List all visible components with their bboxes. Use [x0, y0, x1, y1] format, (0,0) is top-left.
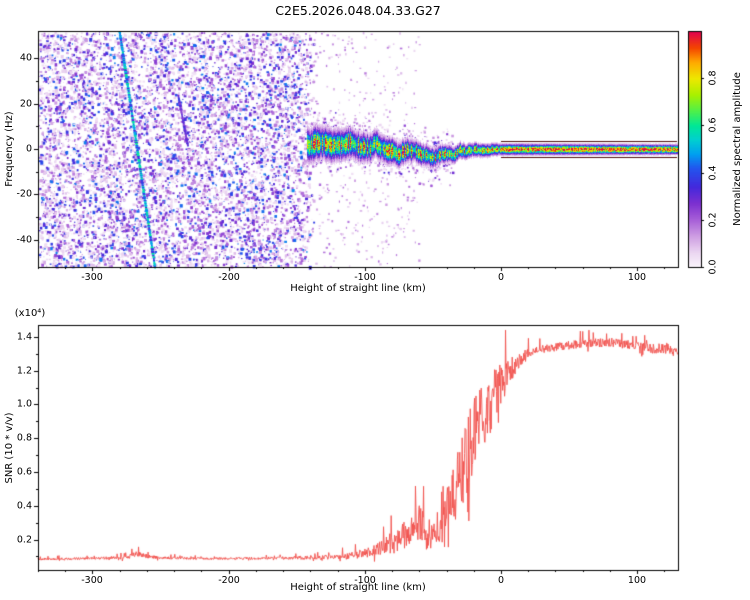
tick-label: -300 [81, 272, 103, 283]
snr-y-scale-note: (x10⁴) [14, 308, 46, 319]
tick-label: 0.6 [16, 466, 32, 478]
tick-label: -300 [81, 575, 103, 586]
tick-label: 100 [627, 272, 647, 283]
tick-label: 0.6 [707, 117, 719, 133]
tick-label: 1.4 [16, 331, 32, 343]
tick-label: -200 [218, 575, 240, 586]
tick-label: -100 [354, 575, 376, 586]
tick-label: 0.8 [16, 432, 32, 444]
tick-label: 1.0 [16, 398, 32, 410]
snr-y-axis-label: SNR (10 * v/v) [4, 411, 15, 484]
tick-label: 0 [497, 272, 505, 283]
tick-label: -40 [16, 234, 32, 246]
colorbar-label: Normalized spectral amplitude [732, 72, 743, 226]
tick-label: 20 [19, 98, 32, 110]
tick-label: 0 [497, 575, 505, 586]
tick-label: 0.0 [707, 259, 719, 275]
tick-label: 0.8 [707, 70, 719, 86]
tick-label: 0.4 [16, 500, 32, 512]
snr-x-axis-label: Height of straight line (km) [290, 582, 426, 593]
spectrogram-x-axis-label: Height of straight line (km) [290, 283, 426, 294]
tick-label: 0.2 [16, 534, 32, 546]
tick-label: 1.2 [16, 365, 32, 377]
tick-label: 40 [19, 52, 32, 64]
tick-label: 0.4 [707, 165, 719, 181]
tick-label: -200 [218, 272, 240, 283]
figure-title: C2E5.2026.048.04.33.G27 [275, 2, 441, 18]
tick-label: 100 [627, 575, 647, 586]
tick-label: -20 [16, 188, 32, 200]
tick-label: 0.2 [707, 212, 719, 228]
tick-label: 0 [25, 143, 32, 155]
tick-label: -100 [354, 272, 376, 283]
spectrogram-y-axis-label: Frequency (Hz) [4, 111, 15, 187]
